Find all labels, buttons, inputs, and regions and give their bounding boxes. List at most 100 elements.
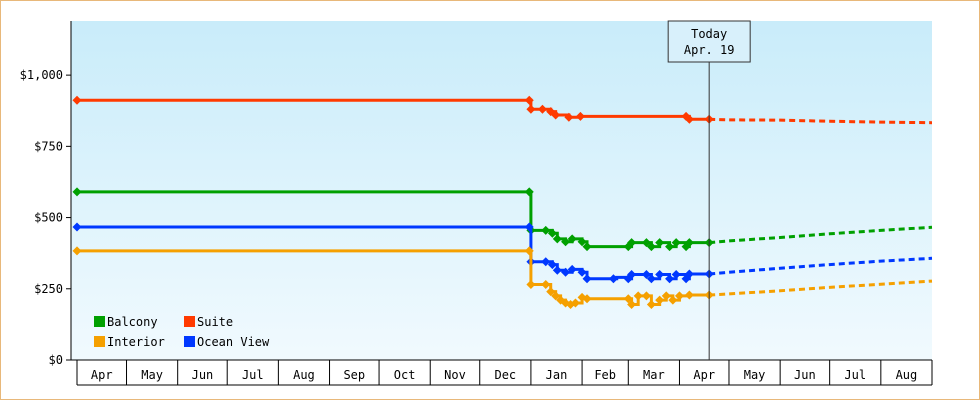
y-tick-label: $1,000 <box>20 68 63 82</box>
data-point-interior <box>661 291 671 301</box>
data-point-ocean-view <box>582 274 592 284</box>
x-tick-label: Jul <box>844 368 866 382</box>
data-point-ocean-view <box>567 264 577 274</box>
x-tick-label: Aug <box>896 368 918 382</box>
legend-label-interior: Interior <box>107 335 165 349</box>
data-point-balcony <box>72 187 82 197</box>
data-point-ocean-view <box>684 269 694 279</box>
data-point-balcony <box>552 234 562 244</box>
data-point-ocean-view <box>627 270 637 280</box>
data-point-interior <box>646 299 656 309</box>
data-point-ocean-view <box>547 260 557 270</box>
x-tick-label: May <box>744 368 766 382</box>
data-point-balcony <box>547 228 557 238</box>
series-forecast-suite <box>709 117 933 125</box>
legend-swatch-ocean-view <box>184 336 195 347</box>
x-tick-label: Jun <box>794 368 816 382</box>
today-marker: Today Apr. 19 <box>667 20 751 360</box>
series-forecast-interior <box>709 279 933 297</box>
x-tick-label: Apr <box>91 368 113 382</box>
x-tick-label: Dec <box>494 368 516 382</box>
data-point-ocean-view <box>671 270 681 280</box>
y-tick-label: $0 <box>49 353 63 367</box>
data-point-ocean-view <box>646 274 656 284</box>
data-point-balcony <box>671 238 681 248</box>
data-point-ocean-view <box>665 274 675 284</box>
data-point-balcony <box>582 242 592 252</box>
x-tick-label: Jul <box>242 368 264 382</box>
data-point-ocean-view <box>577 267 587 277</box>
data-point-ocean-view <box>541 257 551 267</box>
today-date: Apr. 19 <box>684 43 735 57</box>
x-tick-label: Feb <box>594 368 616 382</box>
data-point-interior <box>627 299 637 309</box>
legend-label-balcony: Balcony <box>107 315 158 329</box>
series-suite <box>72 95 933 125</box>
data-point-interior <box>546 287 556 297</box>
data-point-balcony <box>561 237 571 247</box>
data-point-interior <box>668 295 678 305</box>
x-tick-label: Apr <box>693 368 715 382</box>
data-point-ocean-view <box>608 274 618 284</box>
legend-swatch-balcony <box>94 316 105 327</box>
data-point-suite <box>575 111 585 121</box>
data-point-suite <box>564 112 574 122</box>
data-point-interior <box>72 246 82 256</box>
data-point-interior <box>551 291 561 301</box>
data-point-interior <box>674 291 684 301</box>
x-tick-label: May <box>141 368 163 382</box>
data-point-interior <box>684 290 694 300</box>
series-forecast-balcony <box>709 225 933 245</box>
data-point-interior <box>582 294 592 304</box>
data-point-suite <box>72 95 82 105</box>
legend-label-suite: Suite <box>197 315 233 329</box>
data-point-balcony <box>541 225 551 235</box>
x-tick-label: Nov <box>444 368 466 382</box>
data-point-ocean-view <box>552 265 562 275</box>
data-point-interior <box>524 246 534 256</box>
y-axis: $0 $250 $500 $750 $1,000 <box>20 21 72 367</box>
data-point-interior <box>541 280 551 290</box>
data-point-balcony <box>684 238 694 248</box>
data-point-interior <box>641 291 651 301</box>
legend-swatch-interior <box>94 336 105 347</box>
data-point-interior <box>570 298 580 308</box>
series-balcony <box>72 187 933 252</box>
x-tick-label: Mar <box>643 368 665 382</box>
data-point-ocean-view <box>655 270 665 280</box>
data-point-balcony <box>627 238 637 248</box>
data-point-ocean-view <box>72 222 82 232</box>
data-point-interior <box>526 280 536 290</box>
data-point-suite <box>526 104 536 114</box>
x-tick-label: Jun <box>192 368 214 382</box>
x-tick-label: Sep <box>343 368 365 382</box>
data-point-balcony <box>577 237 587 247</box>
today-box <box>667 20 751 63</box>
data-point-interior <box>633 291 643 301</box>
series-forecast-ocean-view <box>709 256 933 276</box>
data-point-ocean-view <box>524 222 534 232</box>
y-tick-label: $250 <box>34 282 63 296</box>
legend-label-ocean-view: Ocean View <box>197 335 270 349</box>
data-point-suite <box>524 95 534 105</box>
data-point-ocean-view <box>561 267 571 277</box>
data-point-balcony <box>646 242 656 252</box>
series-layer <box>72 95 933 309</box>
x-tick-label: Jan <box>546 368 568 382</box>
data-point-balcony <box>524 187 534 197</box>
data-point-interior <box>655 295 665 305</box>
data-point-suite <box>551 110 561 120</box>
data-point-balcony <box>567 234 577 244</box>
data-point-suite <box>537 104 547 114</box>
x-axis: Apr May Jun Jul Aug Sep Oct Nov Dec Jan Feb Mar Apr M… <box>71 359 933 386</box>
data-point-balcony <box>655 238 665 248</box>
data-point-ocean-view <box>641 270 651 280</box>
x-tick-label: Oct <box>394 368 416 382</box>
y-tick-label: $750 <box>34 139 63 153</box>
data-point-balcony <box>665 242 675 252</box>
x-tick-label: Aug <box>293 368 315 382</box>
legend-swatch-suite <box>184 316 195 327</box>
data-point-suite <box>684 114 694 124</box>
